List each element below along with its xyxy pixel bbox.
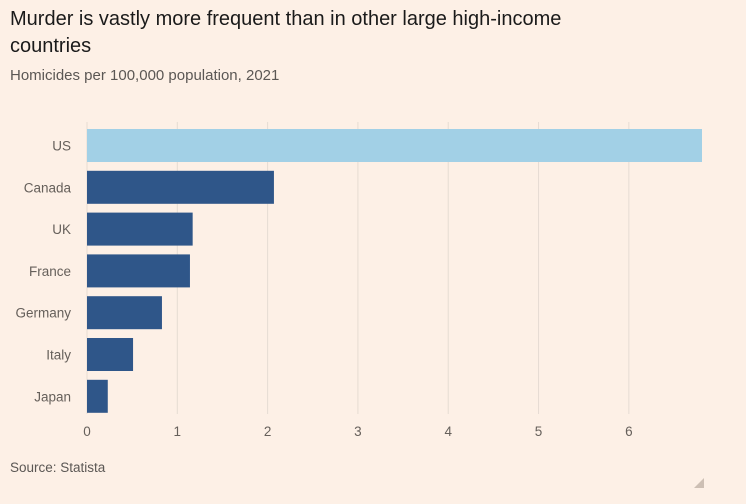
- source-note: Source: Statista: [10, 460, 106, 475]
- x-tick-label: 0: [83, 424, 91, 439]
- resize-handle-icon: [694, 478, 704, 488]
- x-tick-label: 1: [174, 424, 182, 439]
- category-label: US: [52, 139, 71, 154]
- x-tick-label: 4: [444, 424, 452, 439]
- chart-subtitle: Homicides per 100,000 population, 2021: [10, 67, 280, 84]
- bar-uk: [87, 212, 193, 246]
- category-label: UK: [52, 222, 71, 237]
- bars: [87, 129, 702, 413]
- category-label: France: [29, 264, 71, 279]
- bar-italy: [87, 338, 134, 371]
- x-tick-label: 3: [354, 424, 362, 439]
- category-label: Japan: [34, 389, 71, 404]
- x-tick-label: 6: [625, 424, 633, 439]
- x-tick-label: 2: [264, 424, 272, 439]
- x-tick-label: 5: [535, 424, 543, 439]
- category-labels: US Canada UK France Germany Italy Japan: [15, 139, 71, 405]
- x-axis-ticks: 0 1 2 3 4 5 6: [83, 424, 632, 439]
- bar-us: [87, 129, 702, 162]
- category-label: Canada: [24, 180, 72, 195]
- bar-japan: [87, 379, 108, 413]
- chart-title: Murder is vastly more frequent than in o…: [10, 8, 562, 57]
- bar-france: [87, 254, 190, 288]
- category-label: Italy: [46, 348, 71, 363]
- bar-germany: [87, 296, 162, 330]
- bar-chart: US Canada UK France Germany Italy Japan 0 1 2 3 4 5…: [15, 122, 702, 439]
- category-label: Germany: [15, 306, 71, 321]
- bar-canada: [87, 170, 274, 204]
